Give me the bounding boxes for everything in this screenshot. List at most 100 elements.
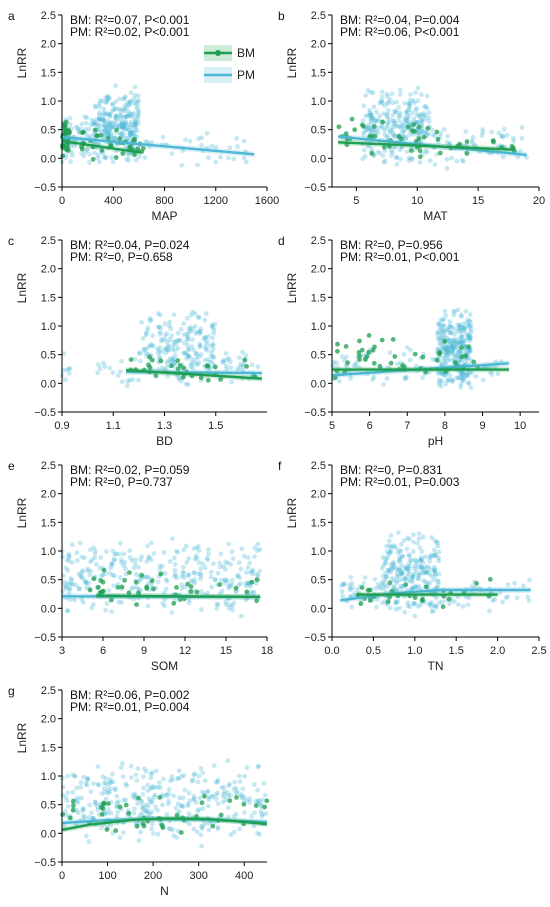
point-pm <box>114 813 120 819</box>
point-pm <box>108 121 113 127</box>
point-pm <box>440 330 446 336</box>
y-tick-label: 2.5 <box>41 235 56 247</box>
point-pm <box>108 565 114 571</box>
point-pm <box>424 570 429 575</box>
point-pm <box>199 843 205 849</box>
point-bm <box>198 375 204 381</box>
point-pm <box>379 89 385 95</box>
point-pm <box>371 104 377 110</box>
point-pm <box>140 335 146 341</box>
point-pm <box>64 586 69 591</box>
point-pm <box>147 316 153 321</box>
point-pm <box>218 551 224 557</box>
point-pm <box>107 112 113 117</box>
point-pm <box>384 574 389 579</box>
point-pm <box>457 349 463 355</box>
point-pm <box>192 361 198 366</box>
point-pm <box>142 155 148 160</box>
point-pm <box>455 307 461 313</box>
point-pm <box>237 575 243 581</box>
point-pm <box>412 613 418 619</box>
point-pm <box>123 781 129 787</box>
point-bm <box>366 349 372 355</box>
point-pm <box>461 321 466 327</box>
point-pm <box>117 575 123 580</box>
point-pm <box>198 329 203 334</box>
point-pm <box>468 327 474 332</box>
point-pm <box>226 582 232 588</box>
point-bm <box>180 374 186 380</box>
point-pm <box>237 365 243 370</box>
point-pm <box>130 792 136 798</box>
point-pm <box>149 140 154 145</box>
point-pm <box>429 609 435 614</box>
point-pm <box>101 786 107 791</box>
point-pm <box>416 113 422 119</box>
point-pm <box>446 324 452 330</box>
point-pm <box>94 116 100 122</box>
point-pm <box>413 568 419 574</box>
point-pm <box>429 535 435 540</box>
point-pm <box>107 122 112 127</box>
point-pm <box>204 341 209 346</box>
point-pm <box>145 325 151 331</box>
point-pm <box>240 367 246 373</box>
point-pm <box>88 789 94 794</box>
point-pm <box>101 116 107 122</box>
point-pm <box>93 121 99 127</box>
point-pm <box>194 555 200 561</box>
point-pm <box>341 582 347 588</box>
point-pm <box>367 110 373 115</box>
point-pm <box>79 121 85 127</box>
point-pm <box>368 117 374 122</box>
legend-label-pm: PM <box>237 68 255 82</box>
point-pm <box>401 128 407 134</box>
point-pm <box>407 536 412 542</box>
panel-letter: f <box>278 459 282 473</box>
point-pm <box>383 559 388 565</box>
fit-line-bm <box>61 817 268 832</box>
point-pm <box>183 137 188 143</box>
point-bm <box>194 589 200 595</box>
point-pm <box>84 782 90 788</box>
point-bm <box>79 146 85 152</box>
point-pm <box>444 156 450 162</box>
stats-annotation: PM: R²=0, P=0.737 <box>70 475 173 489</box>
point-pm <box>479 133 485 139</box>
point-pm <box>371 374 377 380</box>
point-pm <box>189 344 195 350</box>
point-pm <box>419 119 425 125</box>
stats-annotation: BM: R²=0.04, P=0.024 <box>70 238 190 252</box>
point-pm <box>197 344 203 350</box>
point-pm <box>402 375 408 381</box>
point-pm <box>85 568 91 574</box>
point-pm <box>437 336 443 342</box>
point-pm <box>186 600 192 606</box>
point-pm <box>120 125 126 131</box>
point-pm <box>421 111 427 116</box>
point-pm <box>514 595 520 601</box>
point-pm <box>72 774 78 779</box>
point-pm <box>98 825 104 831</box>
point-pm <box>116 551 122 557</box>
y-tick-label: 1.0 <box>41 546 56 558</box>
x-tick-label: 1.5 <box>449 645 464 657</box>
point-pm <box>206 797 212 802</box>
y-tick-label: −0.5 <box>34 182 56 194</box>
point-pm <box>102 112 108 118</box>
point-bm <box>359 585 365 590</box>
point-pm <box>238 581 244 586</box>
point-pm <box>136 98 141 103</box>
point-pm <box>98 123 103 128</box>
point-pm <box>186 326 192 331</box>
point-pm <box>446 338 452 344</box>
point-pm <box>379 600 385 606</box>
point-pm <box>82 114 88 120</box>
point-bm <box>408 148 414 154</box>
point-pm <box>131 122 137 128</box>
point-pm <box>141 346 147 352</box>
point-pm <box>179 162 185 168</box>
point-pm <box>418 118 424 123</box>
point-bm <box>412 595 418 601</box>
point-bm <box>434 129 440 135</box>
